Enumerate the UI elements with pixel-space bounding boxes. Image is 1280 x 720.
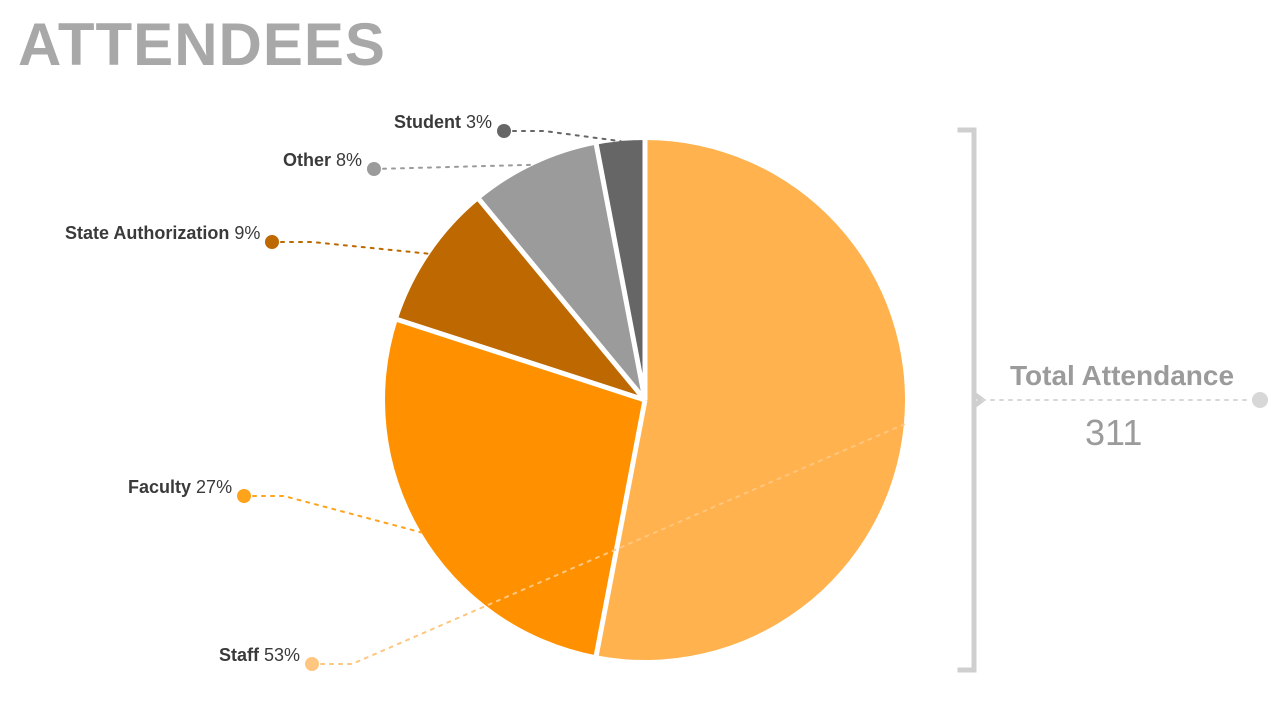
leader-dot: [367, 162, 381, 176]
leader-dot: [305, 657, 319, 671]
slice-label-state-authorization: State Authorization 9%: [65, 223, 260, 244]
total-attendance-value: 311: [1085, 412, 1142, 454]
slice-label-staff: Staff 53%: [219, 645, 300, 666]
total-bracket: [960, 130, 974, 670]
slice-label-faculty: Faculty 27%: [128, 477, 232, 498]
stage: { "title": "ATTENDEES", "chart": { "type…: [0, 0, 1280, 720]
total-attendance-title: Total Attendance: [1010, 360, 1234, 392]
slice-label-other: Other 8%: [283, 150, 362, 171]
leader-dot: [497, 124, 511, 138]
leader-dot: [237, 489, 251, 503]
leader-dot: [265, 235, 279, 249]
total-leader-dot: [1252, 392, 1268, 408]
slice-label-student: Student 3%: [394, 112, 492, 133]
